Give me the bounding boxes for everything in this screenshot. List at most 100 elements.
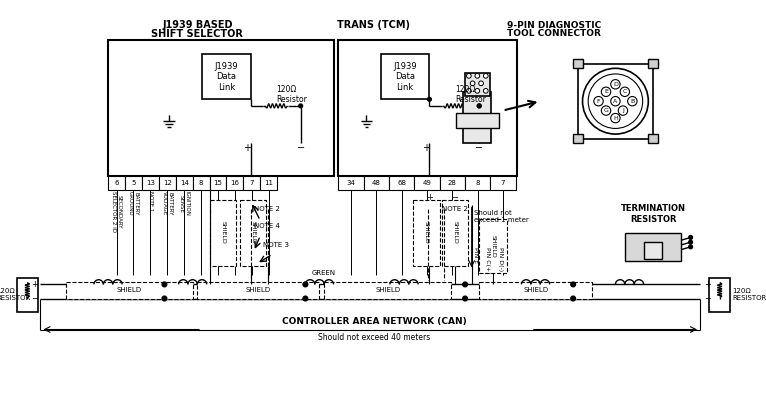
Text: PIN D(-): PIN D(-) <box>499 247 503 271</box>
Text: F: F <box>597 99 601 104</box>
Text: E: E <box>604 89 608 94</box>
Text: SHIELD: SHIELD <box>246 287 271 293</box>
Text: J: J <box>622 108 624 113</box>
Circle shape <box>483 88 488 93</box>
Bar <box>108 40 333 176</box>
Bar <box>159 176 175 190</box>
Circle shape <box>601 106 611 115</box>
Text: H: H <box>613 116 618 120</box>
Text: +: + <box>243 143 251 153</box>
Bar <box>414 200 440 265</box>
Circle shape <box>475 88 480 93</box>
Text: +: + <box>704 280 711 289</box>
Bar <box>210 176 227 190</box>
Text: G: G <box>604 108 608 113</box>
Circle shape <box>611 96 620 106</box>
Circle shape <box>162 296 167 301</box>
Bar <box>227 176 244 190</box>
Bar <box>125 176 142 190</box>
Text: 68: 68 <box>398 180 406 186</box>
Text: 48: 48 <box>372 180 381 186</box>
Text: 9-PIN DIAGNOSTIC: 9-PIN DIAGNOSTIC <box>507 21 601 30</box>
Bar <box>490 176 516 190</box>
Text: 120Ω
RESISTOR: 120Ω RESISTOR <box>732 288 766 301</box>
Circle shape <box>470 81 475 86</box>
Text: SHIELD: SHIELD <box>523 287 548 293</box>
Circle shape <box>303 282 308 287</box>
Bar <box>456 113 499 128</box>
Text: BATTERY
GROUND: BATTERY GROUND <box>128 192 139 216</box>
Text: −: − <box>475 143 483 153</box>
Bar <box>465 73 489 96</box>
Bar <box>66 282 192 299</box>
Bar <box>442 200 468 265</box>
Text: −: − <box>31 294 38 303</box>
Bar <box>175 176 192 190</box>
Bar <box>210 200 236 265</box>
Text: BATTERY
VOLTAGE: BATTERY VOLTAGE <box>162 192 172 216</box>
Bar <box>389 176 414 190</box>
Circle shape <box>611 113 620 123</box>
Bar <box>480 282 592 299</box>
Text: IGNITION
SENSE: IGNITION SENSE <box>178 192 189 216</box>
Text: SHIELD: SHIELD <box>220 221 225 244</box>
Bar <box>440 176 465 190</box>
Text: 8: 8 <box>199 180 203 186</box>
Text: SHIELD: SHIELD <box>491 235 496 257</box>
Bar <box>260 176 277 190</box>
Text: +: + <box>31 280 38 289</box>
Bar <box>414 176 440 190</box>
Circle shape <box>466 88 471 93</box>
Bar <box>648 134 658 143</box>
Circle shape <box>588 74 643 128</box>
Text: NOTE 4: NOTE 4 <box>254 223 280 229</box>
Text: −: − <box>296 143 305 153</box>
Bar <box>648 59 658 68</box>
Bar <box>202 54 251 99</box>
Circle shape <box>618 106 627 115</box>
Text: J1939
Data
Link: J1939 Data Link <box>393 62 417 92</box>
Text: SHIELD: SHIELD <box>452 221 457 244</box>
Circle shape <box>611 79 620 89</box>
Bar <box>578 64 653 139</box>
Text: C: C <box>623 89 627 94</box>
Circle shape <box>483 73 488 78</box>
Text: 120Ω
RESISTOR: 120Ω RESISTOR <box>0 288 31 301</box>
Text: 8: 8 <box>476 180 480 186</box>
Text: A: A <box>614 99 617 104</box>
Text: 120Ω
Resistor: 120Ω Resistor <box>455 85 486 104</box>
Text: 16: 16 <box>231 180 240 186</box>
Circle shape <box>466 73 471 78</box>
Text: 28: 28 <box>448 180 457 186</box>
Text: B: B <box>630 99 634 104</box>
Circle shape <box>601 87 611 96</box>
Bar <box>240 200 266 265</box>
Text: 12: 12 <box>163 180 172 186</box>
Bar <box>364 176 389 190</box>
Circle shape <box>477 104 481 108</box>
Text: SECONDARY
SELECTOR 2 ID: SECONDARY SELECTOR 2 ID <box>111 192 122 233</box>
Bar <box>465 176 490 190</box>
Circle shape <box>479 81 483 86</box>
Text: GREEN: GREEN <box>312 270 336 276</box>
Circle shape <box>427 98 431 101</box>
Circle shape <box>627 96 637 106</box>
Circle shape <box>571 282 575 287</box>
Circle shape <box>299 104 303 108</box>
Text: TRANS (TCM): TRANS (TCM) <box>336 20 410 30</box>
Text: J1939 BASED: J1939 BASED <box>162 20 233 30</box>
Text: −: − <box>451 194 458 203</box>
Text: TOOL CONNECTOR: TOOL CONNECTOR <box>507 29 601 38</box>
Bar <box>573 59 583 68</box>
Text: 120Ω
Resistor: 120Ω Resistor <box>277 85 307 104</box>
Text: NOTE 3: NOTE 3 <box>263 242 289 248</box>
Bar <box>480 219 507 273</box>
Circle shape <box>475 73 480 78</box>
Text: +: + <box>421 143 430 153</box>
Text: TERMINATION
RESISTOR: TERMINATION RESISTOR <box>620 204 686 224</box>
Text: 34: 34 <box>346 180 355 186</box>
Bar <box>244 176 260 190</box>
Bar <box>339 40 517 176</box>
Bar <box>573 134 583 143</box>
Bar <box>198 282 319 299</box>
